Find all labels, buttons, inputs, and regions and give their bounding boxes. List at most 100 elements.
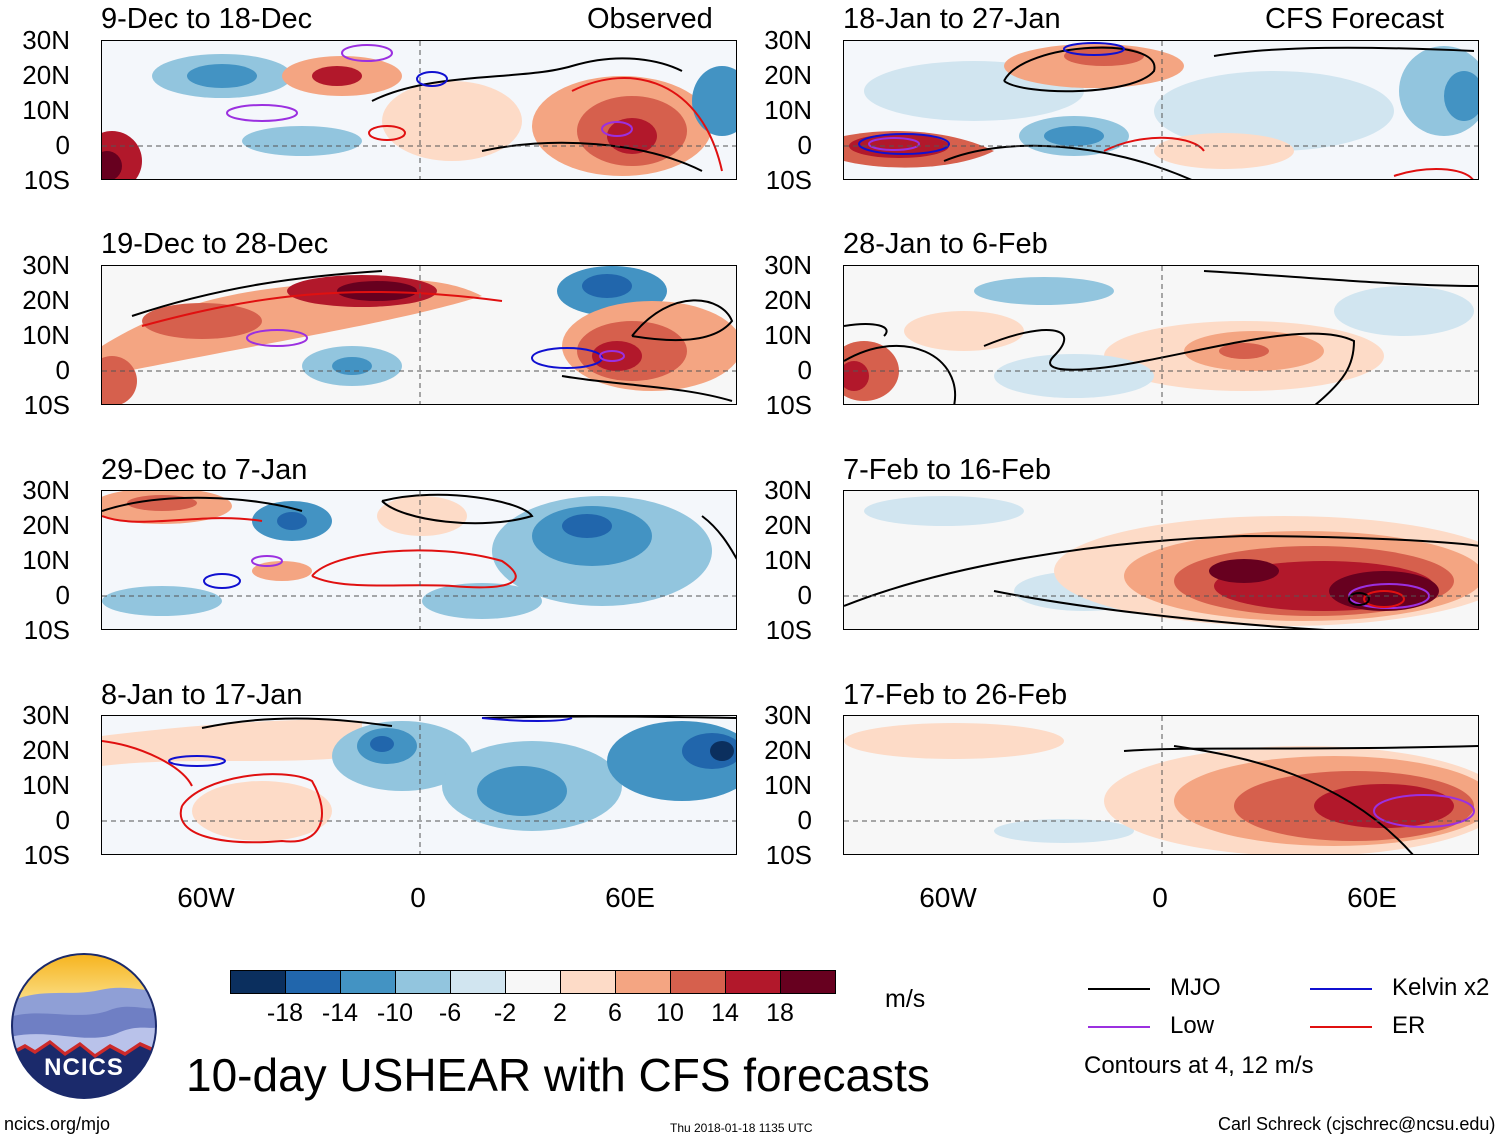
lat-label: 10S [23,840,70,870]
main-title: 10-day USHEAR with CFS forecasts [186,1049,930,1101]
footer-timestamp: Thu 2018-01-18 1135 UTC [670,1121,813,1135]
legend-label-low: Low [1170,1012,1215,1039]
colorbar-swatch [340,970,396,994]
lat-label: 30N [22,475,70,505]
map-panel-left-1 [101,40,737,180]
colorbar-swatch [285,970,341,994]
legend-label-er: ER [1392,1012,1426,1039]
lat-label: 10N [764,545,812,575]
colorbar-swatch [725,970,781,994]
lat-label: 0 [55,805,70,835]
lat-label: 10S [23,615,70,645]
colorbar-tick-label: -6 [438,999,462,1027]
colorbar-units: m/s [885,985,926,1013]
colorbar-swatch [505,970,561,994]
lat-label: 20N [22,510,70,540]
lat-label: 10N [22,320,70,350]
lat-label: 0 [55,355,70,385]
colorbar-swatch [450,970,506,994]
map-panel-right-4 [843,715,1479,855]
lat-label: 0 [797,805,812,835]
colorbar-swatch [560,970,616,994]
lon-label-right-60e: 60E [1347,882,1397,913]
cfs-forecast-header: CFS Forecast [1265,3,1444,35]
logo-text: NCICS [44,1054,124,1081]
lat-label: 20N [764,735,812,765]
lat-label: 10N [764,320,812,350]
map-panel-left-4 [101,715,737,855]
lat-label: 20N [22,60,70,90]
lat-label: 30N [764,475,812,505]
legend-swatch-mjo [1088,988,1150,990]
colorbar-tick-label: 10 [656,999,684,1027]
lat-label: 0 [55,580,70,610]
colorbar-tick-label: 2 [553,999,567,1027]
legend-swatch-low [1088,1026,1150,1028]
lat-label: 0 [797,580,812,610]
lat-label: 0 [797,355,812,385]
colorbar-tick-label: 6 [608,999,622,1027]
lon-label-left-0: 0 [410,882,426,913]
lat-label: 30N [22,700,70,730]
panel-title-right-4: 17-Feb to 26-Feb [843,679,1068,711]
shear-field-left-3 [102,491,736,629]
lat-label: 20N [764,285,812,315]
shear-field-left-1 [102,41,736,179]
colorbar-swatch [395,970,451,994]
lat-label: 20N [764,510,812,540]
lat-label: 10N [764,770,812,800]
colorbar-swatch [670,970,726,994]
lat-label: 30N [22,250,70,280]
colorbar-tick-label: -14 [321,999,359,1027]
shear-field-right-3 [844,491,1478,629]
lat-label: 30N [764,250,812,280]
colorbar-tick-label: 14 [711,999,739,1027]
lat-label: 20N [22,735,70,765]
lat-label: 30N [764,25,812,55]
map-panel-right-1 [843,40,1479,180]
ncics-logo[interactable]: NCICS [10,952,158,1100]
lat-label: 10S [765,840,812,870]
colorbar-swatch [780,970,836,994]
shear-field-right-4 [844,716,1478,854]
shear-field-left-2 [102,266,736,404]
colorbar-tick-label: 18 [766,999,794,1027]
footer-site-link[interactable]: ncics.org/mjo [4,1114,111,1134]
panel-title-right-3: 7-Feb to 16-Feb [843,454,1051,486]
map-panel-left-2 [101,265,737,405]
legend-swatch-er [1310,1026,1372,1028]
panel-title-left-2: 19-Dec to 28-Dec [101,228,329,260]
lat-label: 10N [22,545,70,575]
colorbar-tick-label: -10 [376,999,414,1027]
panel-title-left-1: 9-Dec to 18-Dec [101,3,313,35]
lat-label: 20N [22,285,70,315]
lat-label: 30N [764,700,812,730]
lon-label-right-0: 0 [1152,882,1168,913]
map-panel-right-3 [843,490,1479,630]
lat-label: 10S [765,390,812,420]
lon-label-left-60e: 60E [605,882,655,913]
lat-label: 10S [23,390,70,420]
lat-label: 10N [22,95,70,125]
lat-label: 0 [797,130,812,160]
lat-label: 10S [765,615,812,645]
legend-note: Contours at 4, 12 m/s [1084,1052,1314,1079]
legend-label-mjo: MJO [1170,974,1221,1001]
lat-label: 10S [23,165,70,195]
shear-field-right-2 [844,266,1478,404]
colorbar-swatch [615,970,671,994]
colorbar-swatch [230,970,286,994]
observed-header: Observed [587,3,713,35]
legend-label-kelvin: Kelvin x2 [1392,974,1490,1001]
map-panel-left-3 [101,490,737,630]
lat-label: 0 [55,130,70,160]
panel-title-left-4: 8-Jan to 17-Jan [101,679,303,711]
colorbar-tick-label: -18 [266,999,304,1027]
map-panel-right-2 [843,265,1479,405]
footer-author: Carl Schreck (cjschrec@ncsu.edu) [1218,1114,1496,1134]
shear-field-left-4 [102,716,736,854]
lat-label: 30N [22,25,70,55]
lon-label-right-60w: 60W [919,882,977,913]
panel-title-right-1: 18-Jan to 27-Jan [843,3,1061,35]
panel-title-left-3: 29-Dec to 7-Jan [101,454,308,486]
